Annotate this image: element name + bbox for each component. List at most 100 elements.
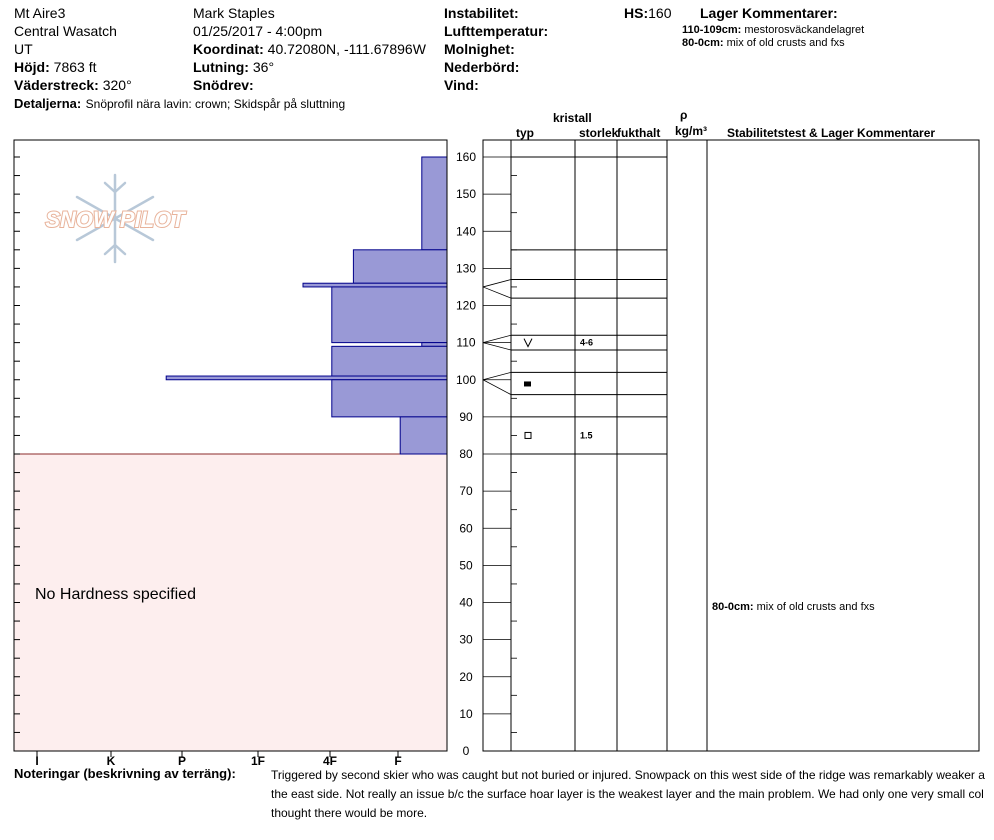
- coordinates: Koordinat: 40.72080N, -111.67896W: [193, 40, 426, 58]
- layer-comment: 110-109cm: mestorosväckandelagret: [682, 24, 864, 36]
- hardness-scale-label: F: [394, 754, 401, 768]
- depth-label: 120: [456, 299, 476, 313]
- layer-comments-title: Lager Kommentarer:: [700, 5, 838, 21]
- aspect-label: Väderstreck:: [14, 77, 99, 93]
- clouds-label: Molnighet:: [444, 41, 515, 57]
- elevation-label: Höjd:: [14, 59, 50, 75]
- details-value: Snöprofil nära lavin: crown; Skidspår på…: [85, 97, 346, 111]
- snowflake-icon: [75, 173, 155, 264]
- slope-label: Lutning:: [193, 59, 249, 75]
- aspect: Väderstreck: 320°: [14, 76, 132, 94]
- notes-line: thought there would be more.: [271, 806, 428, 820]
- depth-label: 80: [459, 447, 473, 461]
- layer-connector: [482, 334, 512, 344]
- grain-type-symbol: [523, 338, 533, 348]
- details-label: Detaljerna:: [14, 96, 82, 111]
- snow-height: HS:160: [624, 4, 671, 22]
- hardness-bar: [421, 342, 448, 347]
- slope: Lutning: 36°: [193, 58, 274, 76]
- snowpilot-logo: SNOW PILOT: [44, 173, 187, 264]
- observer: Mark Staples: [193, 5, 275, 21]
- depth-label: 20: [459, 670, 473, 684]
- layer-comment-text: mestorosväckandelagret: [744, 24, 865, 36]
- grain-size-label: 4-6: [580, 338, 593, 348]
- layer-connector: [482, 379, 512, 395]
- instability-label: Instabilitet:: [444, 5, 519, 21]
- hardness-bar: [302, 282, 448, 288]
- layer-connector: [482, 279, 512, 288]
- density-symbol: ρ: [680, 108, 688, 122]
- location: Mt Aire3: [14, 5, 66, 21]
- aspect-value: 320°: [102, 77, 132, 93]
- layer-table-frame: [482, 139, 980, 752]
- crystal-heading: kristall: [553, 111, 592, 125]
- grain-size-label: 1.5: [580, 430, 593, 440]
- depth-label: 140: [456, 224, 476, 238]
- hardness-scale-label: K: [107, 754, 116, 768]
- no-hardness-message: No Hardness specified: [35, 586, 196, 603]
- hardness-bar: [331, 345, 448, 377]
- layer-comment-depth: 80-0cm:: [682, 37, 724, 49]
- layer-comment-depth: 110-109cm:: [682, 24, 742, 36]
- layer-comment-text: mix of old crusts and fxs: [726, 37, 845, 49]
- depth-label: 90: [459, 410, 473, 424]
- depth-label: 10: [459, 707, 473, 721]
- drift-label: Snödrev:: [193, 77, 254, 93]
- hardness-scale-label: 1F: [251, 754, 265, 768]
- hs-label: HS:: [624, 5, 649, 21]
- grain-type-symbol: [524, 431, 532, 439]
- hardness-scale-label: 4F: [323, 754, 337, 768]
- hardness-plot-frame: [13, 139, 448, 752]
- notes-label: Noteringar (beskrivning av terräng):: [14, 766, 236, 781]
- hardness-scale-label: I: [35, 754, 38, 768]
- coord-value: 40.72080N, -111.67896W: [267, 41, 426, 57]
- depth-label: 110: [456, 336, 475, 350]
- notes-line: Triggered by second skier who was caught…: [271, 768, 985, 782]
- depth-label: 70: [459, 484, 473, 498]
- depth-label: 50: [459, 558, 473, 572]
- wind-label: Vind:: [444, 77, 479, 93]
- size-heading: storlek: [579, 126, 619, 140]
- details: Detaljerna: Snöprofil nära lavin: crown;…: [14, 95, 345, 113]
- moisture-heading: fukthalt: [617, 126, 661, 140]
- range: Central Wasatch: [14, 23, 117, 39]
- depth-label: 40: [459, 596, 473, 610]
- notes-line: the east side. Not really an issue b/c t…: [271, 787, 984, 801]
- state: UT: [14, 41, 33, 57]
- depth-label: 0: [463, 744, 470, 758]
- hardness-bar: [399, 416, 448, 455]
- density-unit: kg/m³: [675, 124, 708, 138]
- hardness-bar: [165, 375, 448, 381]
- hs-value: 160: [648, 5, 672, 21]
- logo-text: SNOW PILOT: [45, 207, 186, 232]
- stability-comment: 80-0cm: mix of old crusts and fxs: [712, 601, 875, 613]
- layer-connector: [482, 286, 512, 299]
- hardness-scale-label: P: [178, 754, 186, 768]
- elevation: Höjd: 7863 ft: [14, 58, 96, 76]
- elevation-value: 7863 ft: [53, 59, 97, 75]
- stability-comment-text: mix of old crusts and fxs: [756, 601, 875, 613]
- depth-label: 130: [456, 261, 476, 275]
- precip-label: Nederbörd:: [444, 59, 520, 75]
- layer-connector: [482, 342, 512, 351]
- unspecified-region: [14, 454, 447, 751]
- layer-connector: [482, 371, 512, 381]
- depth-label: 60: [459, 521, 473, 535]
- depth-label: 100: [456, 373, 476, 387]
- grain-type-symbol: [524, 381, 531, 387]
- hardness-bar: [352, 249, 448, 284]
- air-temp-label: Lufttemperatur:: [444, 23, 549, 39]
- hardness-bar: [331, 379, 448, 418]
- stability-heading: Stabilitetstest & Lager Kommentarer: [727, 126, 936, 140]
- hardness-bar: [421, 156, 448, 251]
- type-heading: typ: [516, 126, 534, 140]
- depth-label: 30: [459, 633, 473, 647]
- chart-body: I K P 1F 4F F 0 10 20 30 40 50 60 70 80 90 100 110 120 130 1…: [13, 139, 980, 768]
- depth-label: 160: [456, 150, 476, 164]
- depth-label: 150: [456, 187, 476, 201]
- coord-label: Koordinat:: [193, 41, 264, 57]
- datetime: 01/25/2017 - 4:00pm: [193, 23, 323, 39]
- hardness-bar: [331, 286, 448, 344]
- stability-comment-depth: 80-0cm:: [712, 601, 754, 613]
